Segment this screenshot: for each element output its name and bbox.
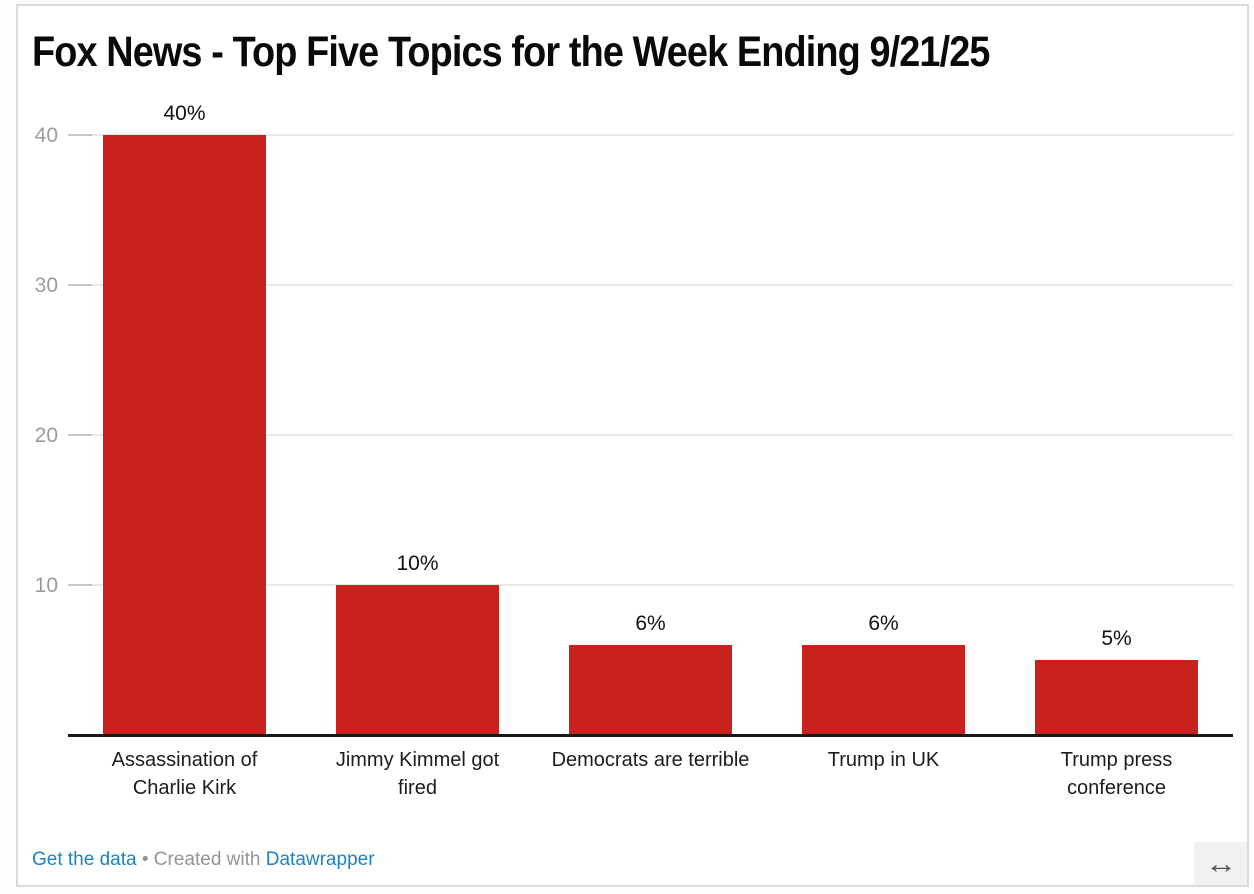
bar[interactable] <box>568 645 733 735</box>
bar-slot: 6% <box>534 135 767 735</box>
gridline <box>68 434 1233 436</box>
bar[interactable] <box>102 135 267 735</box>
bar[interactable] <box>801 645 966 735</box>
footer-created-with: Created with <box>149 849 266 870</box>
y-tick-label: 40 <box>34 124 58 147</box>
category-label: Jimmy Kimmel got fired <box>335 749 500 799</box>
bar-slot: 6% <box>767 135 1000 735</box>
datawrapper-link[interactable]: Datawrapper <box>265 849 375 870</box>
category-label: Trump in UK <box>827 749 940 771</box>
footer-separator-dot: • <box>141 849 149 870</box>
value-label: 6% <box>635 612 666 635</box>
gridline <box>68 284 1233 286</box>
footer: Get the data • Created with Datawrapper <box>32 848 375 872</box>
bar-slot: 5% <box>1000 135 1233 735</box>
y-axis-tick <box>68 584 92 586</box>
y-axis-tick <box>68 284 92 286</box>
resize-handle[interactable]: ↔ <box>1194 842 1247 885</box>
category-label: Trump press conference <box>1060 749 1173 799</box>
value-label: 5% <box>1101 627 1132 650</box>
x-axis-baseline <box>68 734 1233 737</box>
category-label: Democrats are terrible <box>551 749 750 771</box>
y-tick-label: 20 <box>34 424 58 447</box>
value-label: 10% <box>396 552 439 575</box>
y-axis-tick <box>68 134 92 136</box>
horizontal-resize-arrow-icon: ↔ <box>1204 847 1237 879</box>
value-label: 40% <box>163 102 206 125</box>
chart-card: Fox News - Top Five Topics for the Week … <box>16 4 1249 887</box>
bar-slot: 10% <box>301 135 534 735</box>
bar[interactable] <box>1034 660 1199 735</box>
bar-slot: 40% <box>68 103 301 735</box>
category-label: Assassination of Charlie Kirk <box>111 749 258 799</box>
x-axis-category-labels: Assassination of Charlie Kirk Jimmy Kimme… <box>68 746 1233 802</box>
gridline <box>68 584 1233 586</box>
y-tick-label: 30 <box>34 274 58 297</box>
bar[interactable] <box>335 585 500 735</box>
get-the-data-link[interactable]: Get the data <box>32 849 137 870</box>
gridline <box>68 134 1233 136</box>
value-label: 6% <box>868 612 899 635</box>
plot-area: 10 20 30 40 40% 10% 6% 6% 5% <box>35 103 1233 737</box>
footer-created-with-text: Created with <box>153 849 261 870</box>
chart-title: Fox News - Top Five Topics for the Week … <box>32 28 990 76</box>
y-tick-label: 10 <box>34 574 58 597</box>
y-axis-tick <box>68 434 92 436</box>
